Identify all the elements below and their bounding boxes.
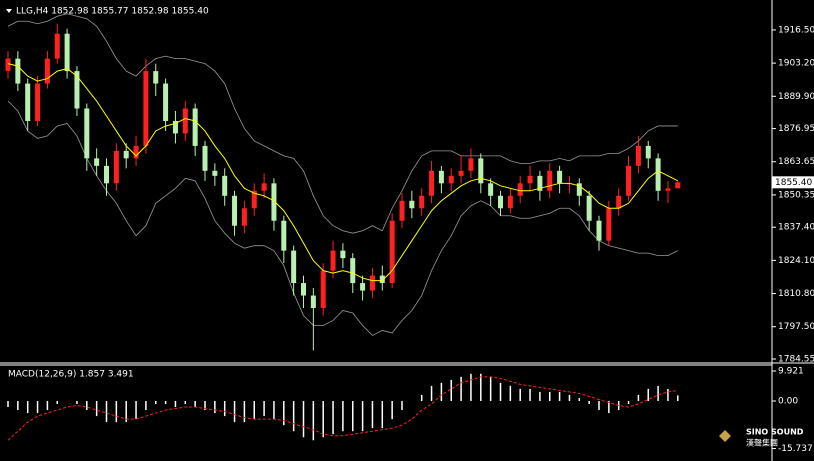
candle-body <box>54 33 60 59</box>
candle-body <box>241 208 247 226</box>
candle-body <box>232 195 238 226</box>
candle-body <box>310 295 316 309</box>
candle-body <box>458 170 464 176</box>
candle-body <box>330 250 336 271</box>
candle-body <box>389 220 395 284</box>
candle-body <box>340 250 346 259</box>
logo-subtitle: 漢聲集團 <box>746 438 778 448</box>
candle-body <box>133 145 139 159</box>
candle-body <box>192 108 198 146</box>
menu-arrow <box>6 9 12 13</box>
candle-body <box>468 158 474 171</box>
candle-body <box>15 58 21 84</box>
candle-body <box>379 275 385 284</box>
y-tick-label: 1876.95 <box>778 124 814 134</box>
current-price-box <box>772 176 814 189</box>
candle-body <box>399 200 405 221</box>
candle-body <box>438 170 444 184</box>
candle-body <box>626 165 632 196</box>
chart-title: LLG,H4 1852.98 1855.77 1852.98 1855.40 <box>16 7 209 17</box>
y-tick-label: 1784.55 <box>778 355 814 365</box>
candle-body <box>113 150 119 184</box>
candle-body <box>182 108 188 134</box>
candle-body <box>44 58 50 84</box>
candle-body <box>25 83 31 121</box>
candle-body <box>291 250 297 284</box>
y-tick-label: 1916.50 <box>778 25 814 35</box>
candle-body <box>212 170 218 176</box>
y-tick-label: 9.921 <box>778 367 804 377</box>
candle-body <box>547 170 553 191</box>
candle-body <box>507 195 513 209</box>
y-tick-label: 1837.40 <box>778 223 814 233</box>
y-tick-label: 1863.65 <box>778 157 814 167</box>
candle-body <box>74 71 80 109</box>
candle-body <box>369 275 375 291</box>
candle-body <box>488 183 494 196</box>
candle-body <box>419 195 425 209</box>
candle-body <box>557 170 563 184</box>
macd-title: MACD(12,26,9) 1.857 3.491 <box>8 370 134 380</box>
candle-body <box>448 175 454 184</box>
candle-body <box>271 183 277 221</box>
current-price-label: 1855.40 <box>775 178 812 188</box>
moving-average <box>7 63 679 282</box>
candle-body <box>94 158 100 166</box>
candle-body <box>172 120 178 134</box>
y-tick-label: 1824.10 <box>778 256 814 266</box>
candle-body <box>360 283 366 291</box>
candle-body <box>517 183 523 196</box>
candle-body <box>655 158 661 191</box>
candle-body <box>635 145 641 166</box>
candle-body <box>350 258 356 284</box>
logo-name: SINO SOUND <box>746 428 804 437</box>
candle-body <box>498 195 503 209</box>
candle-body <box>222 175 228 196</box>
y-tick-label: 1903.20 <box>778 59 814 69</box>
candle-body <box>616 195 622 209</box>
bollinger-lower <box>7 100 678 336</box>
candle-body <box>261 183 267 191</box>
y-tick-label: 0.00 <box>778 396 798 406</box>
candle-body <box>35 83 41 121</box>
candle-body <box>537 175 543 191</box>
candle-body <box>665 188 671 191</box>
logo-icon <box>719 430 731 442</box>
y-tick-label: 1889.90 <box>778 92 814 102</box>
y-tick-label: 1850.35 <box>778 190 814 200</box>
candle-body <box>320 270 326 309</box>
candle-body <box>163 83 169 121</box>
candle-body <box>301 283 306 296</box>
candle-body <box>64 33 70 72</box>
candle-body <box>675 182 681 189</box>
candle-body <box>202 145 208 171</box>
candle-body <box>153 71 159 84</box>
candle-body <box>576 183 582 196</box>
candle-body <box>409 200 415 209</box>
y-tick-label: 1797.50 <box>778 322 814 332</box>
signal-line <box>7 376 678 441</box>
y-tick-label: -15.737 <box>778 444 813 454</box>
candle-body <box>143 71 149 146</box>
candle-body <box>606 208 612 241</box>
candle-body <box>478 158 484 184</box>
candle-body <box>586 195 592 221</box>
candle-body <box>5 58 11 72</box>
y-tick-label: 1810.80 <box>778 289 814 299</box>
candle-body <box>251 190 257 209</box>
candle-body <box>281 220 287 251</box>
candle-body <box>104 165 109 184</box>
candle-body <box>429 170 435 196</box>
candle-body <box>527 175 533 184</box>
candle-body <box>84 108 90 159</box>
candle-body <box>645 145 651 159</box>
candle-body <box>596 220 602 241</box>
bollinger-upper <box>7 13 678 234</box>
candle-body <box>123 150 129 159</box>
